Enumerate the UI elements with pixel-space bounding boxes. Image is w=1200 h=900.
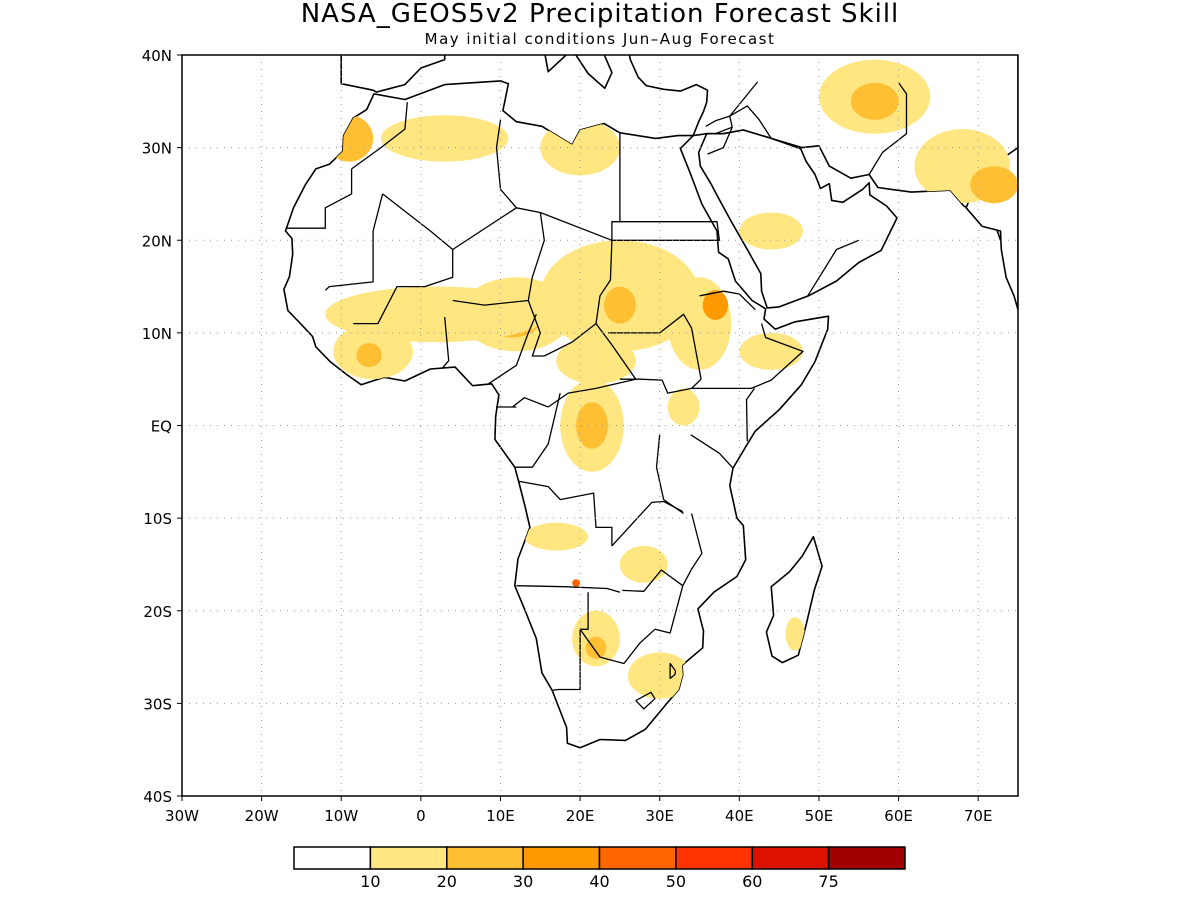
border-line-19: [690, 434, 734, 469]
colorbar-label: 10: [360, 872, 380, 891]
colorbar-swatch-4: [598, 846, 677, 870]
lat-tick-label: EQ: [151, 418, 172, 436]
border-line-29: [682, 513, 703, 587]
border-line-3: [353, 193, 454, 325]
skill-region-14: [381, 115, 509, 162]
colorbar-swatch-7: [827, 846, 906, 870]
border-line-9: [441, 317, 450, 369]
skill-region-5: [356, 343, 382, 368]
colorbar-label: 40: [589, 872, 609, 891]
country-borders: [285, 81, 908, 710]
border-line-1: [351, 102, 408, 170]
map-plot-area: [182, 55, 1018, 796]
colorbar-label: 30: [513, 872, 533, 891]
border-line-24: [611, 500, 684, 547]
border-line-32: [715, 105, 772, 139]
lat-tick-label: 20S: [143, 603, 172, 621]
border-line-5: [495, 119, 517, 209]
border-line-8: [452, 299, 529, 306]
border-line-15: [619, 378, 702, 394]
skill-region-12: [556, 337, 636, 384]
border-line-17: [691, 323, 804, 390]
lon-tick-label: 70E: [964, 807, 993, 825]
skill-region-24: [619, 545, 668, 583]
colorbar-label: 50: [666, 872, 686, 891]
border-line-30: [669, 662, 677, 680]
map-title: NASA_GEOS5v2 Precipitation Forecast Skil…: [301, 0, 900, 29]
skill-region-7: [604, 286, 636, 324]
lat-tick-label: 30S: [143, 695, 172, 713]
lon-tick-label: 10E: [486, 807, 515, 825]
skill-region-28: [667, 388, 700, 426]
border-line-21: [495, 397, 549, 408]
colorbar-swatch-3: [522, 846, 601, 870]
skill-region-25: [524, 522, 588, 551]
colorbar-swatch-1: [369, 846, 448, 870]
lon-tick-label: 60E: [884, 807, 913, 825]
lon-tick-label: 20W: [245, 807, 279, 825]
border-line-25: [516, 585, 621, 593]
skill-region-26: [785, 617, 805, 651]
border-line-35: [807, 239, 860, 297]
skill-region-20: [739, 212, 803, 250]
colorbar-label: 75: [818, 872, 838, 891]
border-line-23: [517, 480, 613, 546]
lon-tick-label: 30W: [165, 807, 199, 825]
colorbar-swatch-0: [293, 846, 372, 870]
border-line-16: [699, 290, 756, 311]
colorbar-swatch-6: [751, 846, 830, 870]
skill-region-23: [627, 652, 692, 699]
colorbar-label: 20: [437, 872, 457, 891]
lat-tick-label: 10S: [143, 510, 172, 528]
lat-tick-label: 20N: [142, 232, 172, 250]
lat-tick-label: 30N: [142, 140, 172, 158]
border-line-13: [611, 221, 721, 241]
border-line-6: [540, 132, 621, 241]
colorbar: 10 20 30 40 50 60 75: [293, 846, 906, 891]
latitude-tick-labels: 40N 30N 20N 10N EQ 10S 20S 30S 40S: [142, 47, 182, 806]
border-line-27: [579, 628, 656, 665]
lon-tick-label: 20E: [566, 807, 595, 825]
skill-region-19: [970, 166, 1018, 204]
border-line-10: [488, 314, 537, 385]
border-line-12: [595, 240, 613, 324]
border-line-0: [285, 168, 353, 229]
lon-tick-label: 10W: [324, 807, 358, 825]
lat-tick-label: 10N: [142, 325, 172, 343]
border-line-2: [324, 193, 384, 291]
colorbar-swatch-5: [675, 846, 754, 870]
border-line-18: [745, 388, 756, 442]
arabia-landmass: [697, 129, 898, 309]
border-line-31: [635, 691, 656, 710]
lat-tick-label: 40N: [142, 47, 172, 65]
border-line-34: [705, 81, 759, 127]
skill-region-11: [576, 402, 608, 449]
skill-region-22: [585, 636, 607, 659]
border-line-11: [544, 322, 637, 408]
longitude-tick-labels: 30W 20W 10W 0 10E 20E 30E 40E 50E 60E 70E: [165, 796, 992, 825]
border-line-22: [514, 392, 561, 468]
madagascar-landmass: [765, 535, 823, 664]
border-line-28: [622, 569, 684, 634]
border-line-33: [868, 82, 908, 175]
lon-tick-label: 0: [416, 807, 426, 825]
lon-tick-label: 50E: [805, 807, 834, 825]
map-subtitle: May initial conditions Jun–Aug Forecast: [425, 30, 776, 48]
lon-tick-label: 30E: [645, 807, 674, 825]
skill-region-17: [850, 82, 899, 120]
skill-region-29: [572, 579, 581, 587]
colorbar-swatch-2: [446, 846, 524, 870]
lat-tick-label: 40S: [143, 788, 172, 806]
lon-tick-label: 40E: [725, 807, 754, 825]
border-line-36: [707, 126, 733, 155]
skill-region-27: [739, 332, 803, 370]
border-line-14: [608, 313, 702, 380]
colorbar-label: 60: [742, 872, 762, 891]
skill-region-9: [702, 290, 729, 320]
